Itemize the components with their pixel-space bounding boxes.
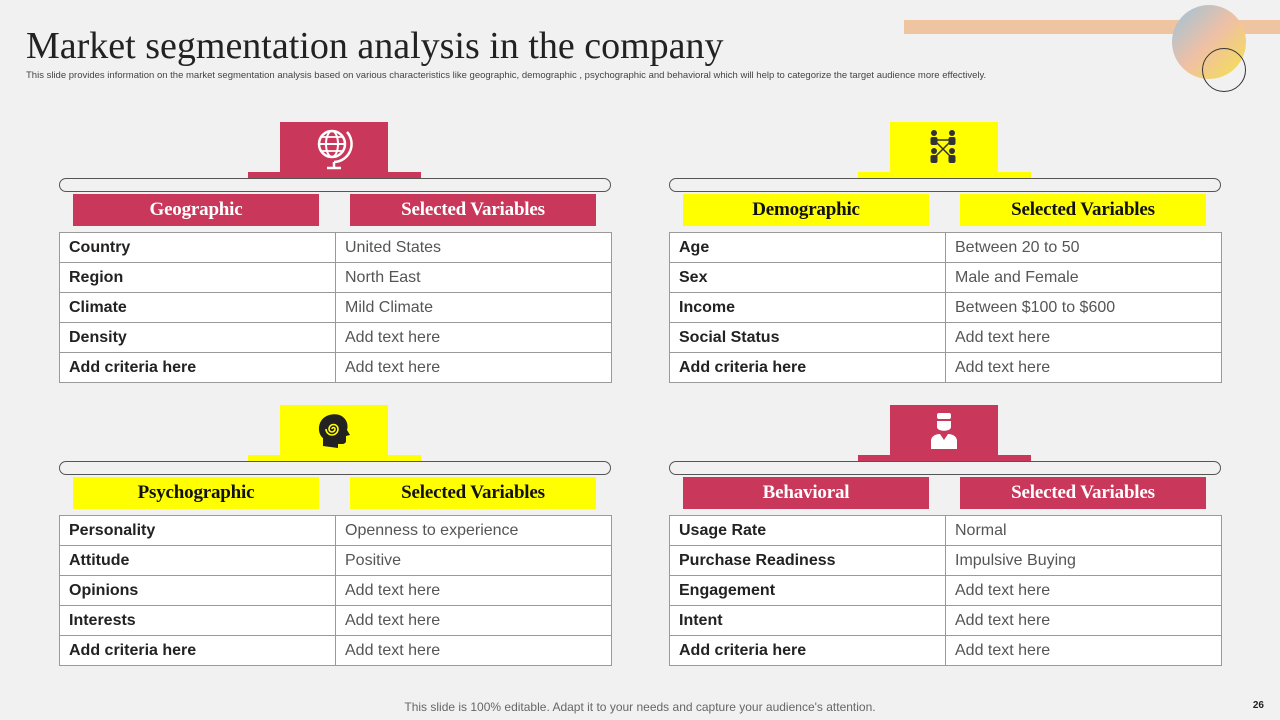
- section-rail: [59, 461, 611, 475]
- table-row: Climate Mild Climate: [59, 292, 612, 323]
- table-row: Add criteria here Add text here: [669, 352, 1222, 383]
- section-rail: [669, 461, 1221, 475]
- head-spiral-icon: [317, 412, 351, 455]
- criteria-cell: Add criteria here: [669, 352, 946, 383]
- behavioral-table: Usage Rate Normal Purchase Readiness Impul…: [669, 515, 1222, 666]
- value-cell: Between $100 to $600: [945, 292, 1222, 323]
- selected-variables-header: Selected Variables: [960, 194, 1206, 226]
- value-cell: Add text here: [335, 322, 612, 353]
- selected-variables-header: Selected Variables: [350, 194, 596, 226]
- people-network-icon: [924, 128, 964, 173]
- criteria-cell: Density: [59, 322, 336, 353]
- criteria-cell: Add criteria here: [59, 352, 336, 383]
- page-title: Market segmentation analysis in the comp…: [26, 25, 724, 67]
- geographic-header: Geographic: [73, 194, 319, 226]
- table-row: Social Status Add text here: [669, 322, 1222, 353]
- selected-variables-header: Selected Variables: [960, 477, 1206, 509]
- criteria-cell: Engagement: [669, 575, 946, 606]
- geographic-icon-box: [280, 122, 388, 178]
- table-row: Density Add text here: [59, 322, 612, 353]
- section-rail: [59, 178, 611, 192]
- criteria-cell: Region: [59, 262, 336, 293]
- table-row: Interests Add text here: [59, 605, 612, 636]
- table-row: Add criteria here Add text here: [59, 635, 612, 666]
- psychographic-header: Psychographic: [73, 477, 319, 509]
- criteria-cell: Attitude: [59, 545, 336, 576]
- value-cell: North East: [335, 262, 612, 293]
- demographic-icon-box: [890, 122, 998, 178]
- criteria-cell: Climate: [59, 292, 336, 323]
- globe-icon: [314, 126, 354, 175]
- criteria-cell: Add criteria here: [59, 635, 336, 666]
- value-cell: Impulsive Buying: [945, 545, 1222, 576]
- criteria-cell: Country: [59, 232, 336, 263]
- table-row: Purchase Readiness Impulsive Buying: [669, 545, 1222, 576]
- value-cell: Add text here: [335, 352, 612, 383]
- value-cell: Add text here: [945, 322, 1222, 353]
- deco-ring: [1202, 48, 1246, 92]
- value-cell: Add text here: [945, 575, 1222, 606]
- criteria-cell: Usage Rate: [669, 515, 946, 546]
- demographic-table: Age Between 20 to 50 Sex Male and Female I…: [669, 232, 1222, 383]
- table-row: Add criteria here Add text here: [59, 352, 612, 383]
- criteria-cell: Intent: [669, 605, 946, 636]
- criteria-cell: Social Status: [669, 322, 946, 353]
- value-cell: Add text here: [335, 635, 612, 666]
- table-row: Sex Male and Female: [669, 262, 1222, 293]
- behavioral-icon-box: [890, 405, 998, 461]
- page-number: 26: [1252, 700, 1264, 711]
- value-cell: United States: [335, 232, 612, 263]
- value-cell: Normal: [945, 515, 1222, 546]
- value-cell: Add text here: [335, 575, 612, 606]
- value-cell: Add text here: [945, 352, 1222, 383]
- section-rail: [669, 178, 1221, 192]
- criteria-cell: Age: [669, 232, 946, 263]
- person-icon: [929, 411, 959, 456]
- psychographic-table: Personality Openness to experience Attitu…: [59, 515, 612, 666]
- table-row: Intent Add text here: [669, 605, 1222, 636]
- selected-variables-header: Selected Variables: [350, 477, 596, 509]
- table-row: Age Between 20 to 50: [669, 232, 1222, 263]
- table-row: Attitude Positive: [59, 545, 612, 576]
- criteria-cell: Income: [669, 292, 946, 323]
- value-cell: Positive: [335, 545, 612, 576]
- criteria-cell: Sex: [669, 262, 946, 293]
- criteria-cell: Add criteria here: [669, 635, 946, 666]
- table-row: Region North East: [59, 262, 612, 293]
- demographic-header: Demographic: [683, 194, 929, 226]
- criteria-cell: Opinions: [59, 575, 336, 606]
- value-cell: Openness to experience: [335, 515, 612, 546]
- value-cell: Add text here: [945, 605, 1222, 636]
- behavioral-header: Behavioral: [683, 477, 929, 509]
- criteria-cell: Personality: [59, 515, 336, 546]
- psychographic-icon-box: [280, 405, 388, 461]
- value-cell: Add text here: [335, 605, 612, 636]
- table-row: Opinions Add text here: [59, 575, 612, 606]
- value-cell: Add text here: [945, 635, 1222, 666]
- table-row: Engagement Add text here: [669, 575, 1222, 606]
- footer-note: This slide is 100% editable. Adapt it to…: [404, 700, 876, 714]
- table-row: Add criteria here Add text here: [669, 635, 1222, 666]
- value-cell: Mild Climate: [335, 292, 612, 323]
- criteria-cell: Interests: [59, 605, 336, 636]
- page-subtitle: This slide provides information on the m…: [26, 70, 987, 81]
- table-row: Usage Rate Normal: [669, 515, 1222, 546]
- table-row: Country United States: [59, 232, 612, 263]
- criteria-cell: Purchase Readiness: [669, 545, 946, 576]
- value-cell: Male and Female: [945, 262, 1222, 293]
- geographic-table: Country United States Region North East Cl…: [59, 232, 612, 383]
- value-cell: Between 20 to 50: [945, 232, 1222, 263]
- table-row: Income Between $100 to $600: [669, 292, 1222, 323]
- table-row: Personality Openness to experience: [59, 515, 612, 546]
